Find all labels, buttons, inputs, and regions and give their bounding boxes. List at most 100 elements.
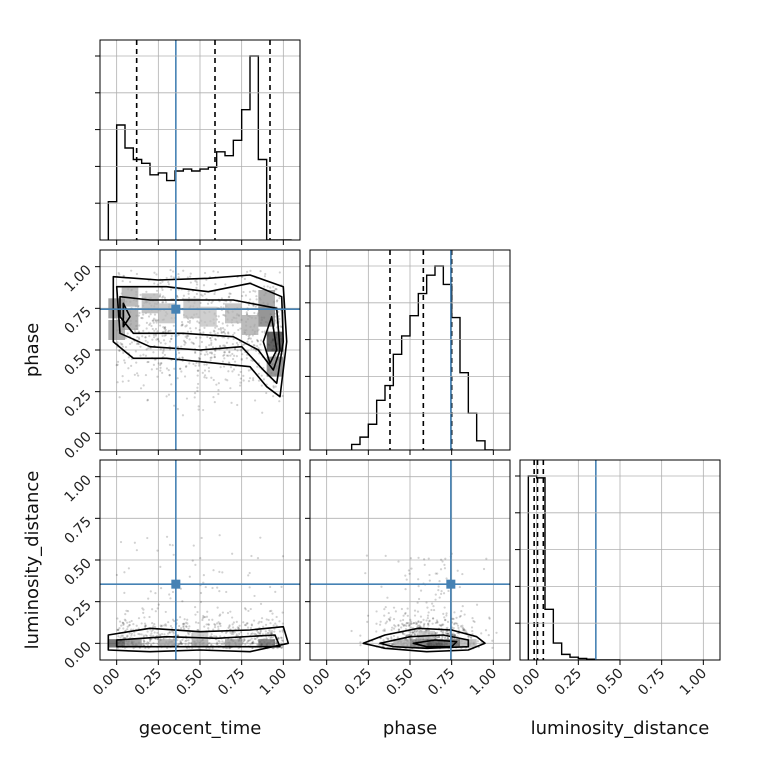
sample-point bbox=[247, 337, 250, 341]
density-cell bbox=[258, 639, 275, 648]
sample-point bbox=[388, 619, 392, 622]
sample-point bbox=[412, 621, 416, 625]
sample-point bbox=[255, 345, 259, 348]
sample-point bbox=[194, 613, 197, 616]
sample-point bbox=[249, 298, 252, 301]
sample-point bbox=[454, 622, 457, 625]
x-tick-label: 0.25 bbox=[342, 666, 375, 699]
sample-point bbox=[181, 356, 184, 359]
sample-point bbox=[236, 349, 239, 352]
sample-point bbox=[172, 553, 175, 556]
sample-point bbox=[404, 612, 407, 616]
sample-point bbox=[431, 622, 434, 625]
sample-point bbox=[251, 640, 255, 643]
sample-point bbox=[219, 622, 222, 625]
sample-point bbox=[158, 295, 161, 298]
sample-point bbox=[213, 353, 216, 356]
sample-point bbox=[208, 351, 212, 354]
sample-point bbox=[201, 618, 204, 622]
sample-point bbox=[247, 335, 250, 338]
sample-point bbox=[241, 294, 244, 298]
sample-point bbox=[446, 620, 450, 623]
sample-point bbox=[279, 325, 282, 328]
sample-point bbox=[161, 280, 164, 283]
sample-point bbox=[153, 631, 156, 634]
sample-point bbox=[209, 356, 212, 359]
sample-point bbox=[228, 292, 231, 295]
sample-point bbox=[142, 313, 145, 316]
y-tick-label: 0.50 bbox=[61, 556, 94, 589]
sample-point bbox=[431, 602, 434, 605]
sample-point bbox=[261, 411, 264, 414]
sample-point bbox=[459, 614, 462, 618]
sample-point bbox=[440, 592, 443, 595]
sample-point bbox=[219, 635, 222, 638]
sample-point bbox=[210, 339, 213, 342]
sample-point bbox=[250, 637, 253, 640]
x-tick-label: 0.50 bbox=[593, 666, 626, 699]
sample-point bbox=[161, 624, 164, 627]
sample-point bbox=[403, 633, 406, 636]
density-cell bbox=[443, 639, 460, 648]
sample-point bbox=[226, 324, 229, 327]
sample-point bbox=[144, 339, 147, 342]
sample-point bbox=[231, 552, 234, 555]
sample-point bbox=[227, 296, 230, 299]
sample-point bbox=[281, 639, 284, 642]
sample-point bbox=[206, 335, 209, 339]
sample-point bbox=[156, 549, 159, 552]
sample-point bbox=[130, 634, 133, 637]
sample-point bbox=[244, 294, 248, 297]
sample-point bbox=[221, 611, 224, 614]
sample-point bbox=[416, 632, 419, 636]
sample-point bbox=[182, 625, 185, 629]
sample-point bbox=[213, 626, 217, 629]
sample-point bbox=[451, 633, 454, 637]
sample-point bbox=[423, 558, 426, 561]
sample-point bbox=[177, 349, 180, 352]
sample-point bbox=[194, 279, 197, 283]
sample-point bbox=[402, 624, 405, 628]
sample-point bbox=[153, 329, 156, 332]
sample-point bbox=[185, 639, 188, 642]
sample-point bbox=[446, 636, 450, 639]
sample-point bbox=[116, 363, 119, 366]
sample-point bbox=[242, 639, 246, 643]
sample-point bbox=[452, 632, 455, 635]
sample-point bbox=[236, 343, 240, 346]
sample-point bbox=[453, 634, 456, 637]
sample-point bbox=[130, 619, 133, 623]
sample-point bbox=[246, 632, 250, 635]
sample-point bbox=[203, 374, 207, 377]
sample-point bbox=[425, 601, 428, 604]
sample-point bbox=[278, 317, 281, 321]
sample-point bbox=[439, 568, 443, 571]
sample-point bbox=[417, 620, 420, 624]
sample-point bbox=[130, 269, 133, 272]
sample-point bbox=[161, 371, 164, 374]
sample-point bbox=[451, 637, 454, 640]
sample-point bbox=[171, 626, 174, 630]
sample-point bbox=[249, 337, 252, 340]
sample-point bbox=[417, 578, 420, 581]
sample-point bbox=[442, 631, 445, 634]
y-tick-label: 1.00 bbox=[61, 472, 94, 505]
sample-point bbox=[200, 340, 204, 344]
sample-point bbox=[445, 614, 448, 617]
sample-point bbox=[191, 559, 194, 562]
x-tick-label: 1.00 bbox=[467, 666, 500, 699]
sample-point bbox=[248, 571, 251, 575]
sample-point bbox=[269, 637, 272, 640]
sample-point bbox=[199, 336, 202, 339]
sample-point bbox=[181, 600, 184, 603]
sample-point bbox=[413, 633, 416, 636]
sample-point bbox=[461, 572, 464, 576]
sample-point bbox=[418, 624, 421, 627]
sample-point bbox=[411, 631, 414, 634]
sample-point bbox=[128, 624, 131, 627]
sample-point bbox=[120, 343, 123, 346]
sample-point bbox=[412, 622, 415, 625]
sample-point bbox=[227, 337, 230, 340]
sample-point bbox=[239, 381, 242, 384]
sample-point bbox=[193, 296, 196, 299]
